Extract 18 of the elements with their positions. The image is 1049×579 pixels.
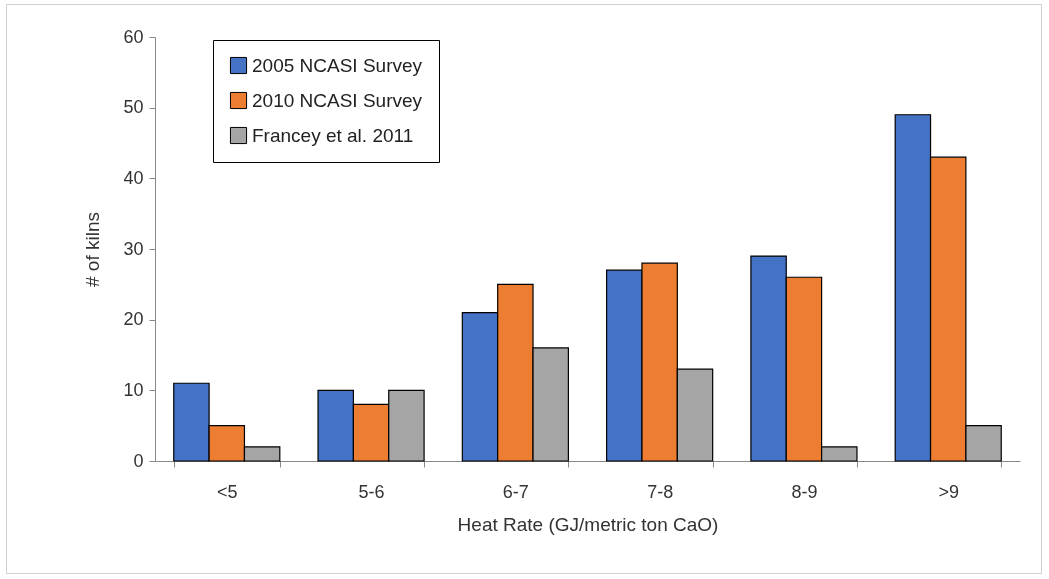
y-tick-label: 50 xyxy=(123,97,144,118)
x-tick-label: 7-8 xyxy=(647,481,674,502)
y-axis-title: # of kilns xyxy=(82,212,104,287)
y-tick-label: 20 xyxy=(123,309,144,330)
x-tick-label: 6-7 xyxy=(502,481,529,502)
x-tick-label: <5 xyxy=(217,481,238,502)
y-tick-label: 10 xyxy=(123,379,144,400)
x-tick-label: >9 xyxy=(938,481,959,502)
y-tick-label: 60 xyxy=(123,26,144,47)
legend-label: Francey et al. 2011 xyxy=(252,124,414,146)
y-tick-label: 0 xyxy=(133,450,144,471)
y-tick-label: 40 xyxy=(123,167,144,188)
legend-label: 2005 NCASI Survey xyxy=(252,54,423,76)
y-tick-label: 30 xyxy=(123,238,144,259)
legend-label: 2010 NCASI Survey xyxy=(252,89,423,111)
x-tick-label: 5-6 xyxy=(358,481,385,502)
x-axis-title: Heat Rate (GJ/metric ton CaO) xyxy=(457,513,719,535)
x-tick-label: 8-9 xyxy=(791,481,818,502)
